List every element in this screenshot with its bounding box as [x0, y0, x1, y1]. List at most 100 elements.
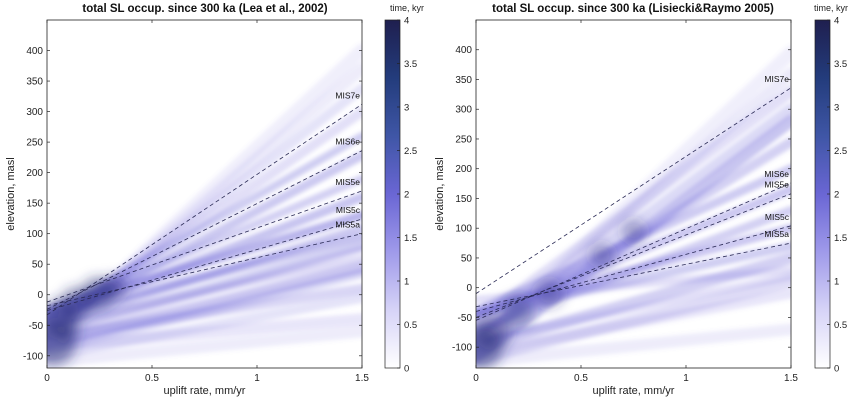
mis-label-mis5e: MIS5e — [764, 180, 789, 190]
colorbar-tick-label: 4 — [404, 16, 409, 27]
colorbar: time, kyr 0 0.5 1 1.5 2 2.5 3 3.5 4 — [384, 3, 424, 375]
x-tick-label: 0 — [44, 373, 50, 384]
plot-frame — [46, 19, 363, 369]
x-tick-label: 1.5 — [784, 373, 798, 384]
y-axis-ticks: -100 -50 0 50 100 150 200 250 300 350 400 — [452, 45, 791, 354]
heatmap-hotspots — [476, 219, 646, 368]
colorbar-ticks: 0 0.5 1 1.5 2 2.5 3 3.5 4 — [827, 16, 847, 375]
occupation-hotspot — [502, 295, 534, 328]
y-tick-label: 350 — [455, 75, 472, 86]
x-tick-label: 1.5 — [355, 373, 369, 384]
y-tick-label: 0 — [37, 290, 43, 301]
occupation-band — [47, 245, 362, 341]
colorbar-tick-label: 4 — [834, 16, 839, 27]
colorbar-tick-label: 3.5 — [404, 59, 417, 70]
mis-labels: MIS7e MIS6e MIS5e MIS5c MIS5a — [335, 90, 360, 229]
mis-line-mis5c — [475, 225, 792, 312]
colorbar-tick-label: 2.5 — [404, 146, 417, 157]
plot-frame — [475, 19, 792, 369]
colorbar-tick-label: 0 — [834, 364, 839, 375]
mis-line-mis5c — [46, 218, 363, 311]
mis-label-mis5a: MIS5a — [335, 220, 360, 230]
colorbar-tick-label: 2 — [834, 190, 839, 201]
mis-line-mis5a — [46, 233, 363, 307]
mis-line-mis5e — [475, 193, 792, 318]
y-tick-label: 250 — [26, 138, 43, 149]
occupation-hotspot — [476, 314, 511, 351]
y-tick-label: 400 — [455, 45, 472, 56]
heatmap-hotspots — [47, 275, 127, 366]
y-tick-label: 100 — [26, 229, 43, 240]
occupation-hotspot — [102, 275, 127, 300]
chart-title: total SL occup. since 300 ka (Lisiecki&R… — [492, 3, 774, 15]
occupation-band — [476, 288, 791, 359]
colorbar-label: time, kyr — [814, 3, 848, 13]
mis-label-mis6e: MIS6e — [335, 137, 360, 147]
mis-dashed-lines — [475, 87, 792, 321]
y-tick-label: 0 — [466, 283, 472, 294]
y-tick-label: -100 — [23, 351, 43, 362]
x-tick-label: 0.5 — [145, 373, 159, 384]
y-tick-label: 300 — [455, 105, 472, 116]
colorbar-tick-label: 3.5 — [834, 59, 847, 70]
x-axis-label: uplift rate, mm/yr — [593, 385, 675, 397]
x-tick-label: 0.5 — [574, 373, 588, 384]
y-tick-label: 150 — [26, 199, 43, 210]
y-tick-label: 50 — [461, 253, 473, 264]
x-axis-label: uplift rate, mm/yr — [164, 385, 246, 397]
x-tick-label: 1 — [254, 373, 260, 384]
y-axis-label: elevation, masl — [5, 157, 17, 230]
colorbar-label: time, kyr — [390, 3, 424, 13]
colorbar-tick-label: 1.5 — [834, 233, 847, 244]
mis-label-mis6e: MIS6e — [764, 169, 789, 179]
mis-line-mis6e — [475, 182, 792, 321]
y-tick-label: 250 — [455, 134, 472, 145]
chart-lisiecki-raymo-2005: total SL occup. since 300 ka (Lisiecki&R… — [434, 3, 848, 397]
y-tick-label: -50 — [29, 321, 44, 332]
colorbar-tick-label: 1 — [834, 277, 839, 288]
occupation-band — [476, 271, 791, 346]
x-tick-label: 0 — [473, 373, 479, 384]
y-tick-label: 200 — [26, 168, 43, 179]
colorbar-tick-label: 0.5 — [834, 320, 847, 331]
y-tick-label: 50 — [32, 260, 44, 271]
occupation-band — [47, 283, 362, 343]
mis-line-mis5a — [475, 242, 792, 308]
colorbar: time, kyr 0 0.5 1 1.5 2 2.5 3 3.5 4 — [814, 3, 848, 375]
mis-label-mis7e: MIS7e — [764, 74, 789, 84]
y-tick-label: -50 — [458, 313, 473, 324]
mis-label-mis5c: MIS5c — [765, 212, 790, 222]
y-axis-ticks: -100 -50 0 50 100 150 200 250 300 350 400 — [23, 46, 362, 362]
y-tick-label: 150 — [455, 194, 472, 205]
y-tick-label: 400 — [26, 46, 43, 57]
occupation-band — [47, 313, 362, 353]
occupation-hotspot — [621, 219, 646, 244]
mis-line-mis7e — [46, 103, 363, 316]
colorbar-tick-label: 3 — [834, 103, 839, 114]
mis-dashed-lines — [46, 103, 363, 316]
x-tick-label: 1 — [683, 373, 689, 384]
colorbar-ticks: 0 0.5 1 1.5 2 2.5 3 3.5 4 — [397, 16, 417, 375]
chart-lea-2002: total SL occup. since 300 ka (Lea et al.… — [5, 3, 424, 397]
occupation-band — [476, 265, 791, 304]
occupation-band — [476, 323, 791, 368]
colorbar-tick-label: 2 — [404, 190, 409, 201]
occupation-hotspot — [590, 242, 614, 267]
colorbar-tick-label: 1.5 — [404, 233, 417, 244]
y-tick-label: 200 — [455, 164, 472, 175]
x-axis-ticks: 0 0.5 1 1.5 — [473, 20, 798, 384]
mis-label-mis5e: MIS5e — [335, 177, 360, 187]
chart-title: total SL occup. since 300 ka (Lea et al.… — [82, 3, 327, 15]
occupation-hotspot — [56, 319, 80, 344]
colorbar-tick-label: 1 — [404, 277, 409, 288]
y-tick-label: 350 — [26, 77, 43, 88]
colorbar-tick-label: 0 — [404, 364, 409, 375]
mis-label-mis7e: MIS7e — [335, 90, 360, 100]
y-tick-label: -100 — [452, 343, 472, 354]
occupation-band — [47, 325, 362, 368]
mis-label-mis5c: MIS5c — [336, 205, 361, 215]
mis-line-mis6e — [46, 150, 363, 310]
